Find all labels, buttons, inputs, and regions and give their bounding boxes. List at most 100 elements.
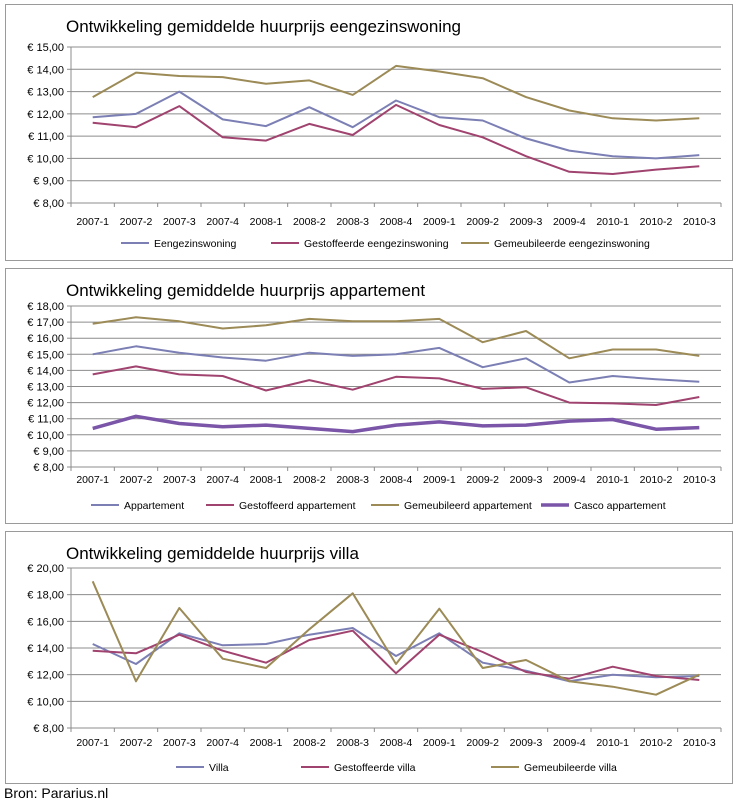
x-tick-label: 2007-4 — [206, 737, 239, 749]
x-tick-label: 2008-3 — [336, 737, 369, 749]
y-tick-label: € 16,00 — [27, 616, 64, 628]
chart-villa: Ontwikkeling gemiddelde huurprijs villa€… — [27, 544, 722, 774]
y-tick-label: € 11,00 — [28, 414, 64, 426]
series-line-2 — [92, 103, 700, 175]
x-tick-label: 2008-2 — [293, 474, 326, 486]
x-tick-label: 2010-2 — [640, 474, 673, 486]
x-tick-label: 2007-1 — [76, 216, 109, 228]
y-tick-label: € 10,00 — [27, 696, 64, 708]
y-tick-label: € 12,00 — [27, 670, 64, 682]
x-tick-label: 2007-3 — [163, 737, 196, 749]
y-tick-label: € 17,00 — [27, 317, 64, 329]
y-tick-label: € 15,00 — [27, 349, 64, 361]
y-tick-label: € 15,00 — [27, 42, 64, 54]
x-tick-label: 2009-1 — [423, 737, 456, 749]
chart-appartement: Ontwikkeling gemiddelde huurprijs appart… — [27, 281, 722, 512]
x-tick-label: 2008-4 — [380, 216, 413, 228]
x-tick-label: 2008-4 — [380, 474, 413, 486]
y-tick-label: € 20,00 — [27, 563, 64, 575]
y-tick-label: € 14,00 — [27, 365, 64, 377]
x-tick-label: 2010-2 — [640, 737, 673, 749]
series-line-4 — [92, 414, 700, 434]
x-tick-label: 2009-4 — [553, 474, 586, 486]
legend-label: Gemeubileerd appartement — [404, 500, 532, 512]
y-tick-label: € 8,00 — [33, 198, 64, 210]
x-tick-label: 2007-2 — [120, 216, 153, 228]
x-tick-label: 2009-4 — [553, 737, 586, 749]
series-line-1 — [92, 345, 700, 384]
chart-title: Ontwikkeling gemiddelde huurprijs eengez… — [66, 17, 461, 36]
legend-label: Gemeubileerde villa — [524, 762, 617, 774]
y-tick-label: € 13,00 — [27, 382, 64, 394]
x-tick-label: 2009-4 — [553, 216, 586, 228]
y-tick-label: € 9,00 — [33, 176, 64, 188]
x-tick-label: 2008-4 — [380, 737, 413, 749]
x-tick-label: 2008-1 — [250, 737, 283, 749]
x-tick-label: 2010-3 — [683, 474, 716, 486]
series-line-2 — [92, 365, 700, 406]
x-tick-label: 2009-3 — [510, 737, 543, 749]
y-tick-label: € 14,00 — [27, 643, 64, 655]
x-tick-label: 2008-3 — [336, 474, 369, 486]
x-tick-label: 2009-3 — [510, 216, 543, 228]
x-tick-label: 2010-1 — [596, 216, 629, 228]
y-tick-label: € 8,00 — [33, 462, 64, 474]
y-tick-label: € 10,00 — [27, 430, 64, 442]
y-tick-label: € 14,00 — [27, 64, 64, 76]
series-line-1 — [92, 627, 700, 683]
x-tick-label: 2009-1 — [423, 474, 456, 486]
legend-label: Gestoffeerde villa — [334, 762, 416, 774]
series-line-3 — [91, 580, 700, 696]
chart-title: Ontwikkeling gemiddelde huurprijs villa — [66, 544, 359, 563]
x-tick-label: 2010-3 — [683, 216, 716, 228]
x-tick-label: 2007-4 — [206, 474, 239, 486]
series-line-2 — [92, 629, 700, 681]
x-tick-label: 2009-1 — [423, 216, 456, 228]
chart-panel-villa: Ontwikkeling gemiddelde huurprijs villa €… — [5, 531, 733, 784]
legend-label: Casco appartement — [574, 500, 666, 512]
x-tick-label: 2009-2 — [466, 474, 499, 486]
y-tick-label: € 13,00 — [27, 87, 64, 99]
x-tick-label: 2009-2 — [466, 216, 499, 228]
series-line-1 — [92, 90, 700, 160]
chart-panel-appartement: Ontwikkeling gemiddelde huurprijs appart… — [5, 268, 733, 524]
x-tick-label: 2008-1 — [250, 474, 283, 486]
x-tick-label: 2008-1 — [250, 216, 283, 228]
y-tick-label: € 16,00 — [27, 333, 64, 345]
y-tick-label: € 12,00 — [27, 398, 64, 410]
x-tick-label: 2008-2 — [293, 216, 326, 228]
legend-label: Gestoffeerd appartement — [239, 500, 356, 512]
legend-label: Gestoffeerde eengezinswoning — [304, 238, 449, 250]
x-tick-label: 2009-2 — [466, 737, 499, 749]
y-tick-label: € 8,00 — [33, 723, 64, 735]
x-tick-label: 2007-3 — [163, 474, 196, 486]
legend-label: Appartement — [124, 500, 184, 512]
y-tick-label: € 18,00 — [27, 301, 64, 313]
chart-title: Ontwikkeling gemiddelde huurprijs appart… — [66, 281, 425, 300]
x-tick-label: 2010-1 — [596, 737, 629, 749]
x-tick-label: 2007-3 — [163, 216, 196, 228]
x-tick-label: 2009-3 — [510, 474, 543, 486]
y-tick-label: € 9,00 — [33, 446, 64, 458]
x-tick-label: 2010-1 — [596, 474, 629, 486]
x-tick-label: 2008-2 — [293, 737, 326, 749]
x-tick-label: 2007-1 — [76, 474, 109, 486]
legend-label: Villa — [209, 762, 229, 774]
x-tick-label: 2007-4 — [206, 216, 239, 228]
y-tick-label: € 11,00 — [28, 131, 64, 143]
legend-label: Gemeubileerde eengezinswoning — [494, 238, 650, 250]
y-tick-label: € 12,00 — [27, 109, 64, 121]
x-tick-label: 2007-1 — [76, 737, 109, 749]
y-tick-label: € 10,00 — [27, 153, 64, 165]
x-tick-label: 2010-2 — [640, 216, 673, 228]
legend-label: Eengezinswoning — [154, 238, 236, 250]
y-tick-label: € 18,00 — [27, 590, 64, 602]
x-tick-label: 2008-3 — [336, 216, 369, 228]
source-note: Bron: Pararius.nl — [4, 785, 109, 801]
x-tick-label: 2010-3 — [683, 737, 716, 749]
chart-panel-eengezinswoning: Ontwikkeling gemiddelde huurprijs eengez… — [5, 4, 733, 261]
series-line-3 — [92, 64, 700, 122]
series-line-3 — [92, 316, 700, 360]
chart-eengezinswoning: Ontwikkeling gemiddelde huurprijs eengez… — [27, 17, 722, 250]
x-tick-label: 2007-2 — [120, 474, 153, 486]
